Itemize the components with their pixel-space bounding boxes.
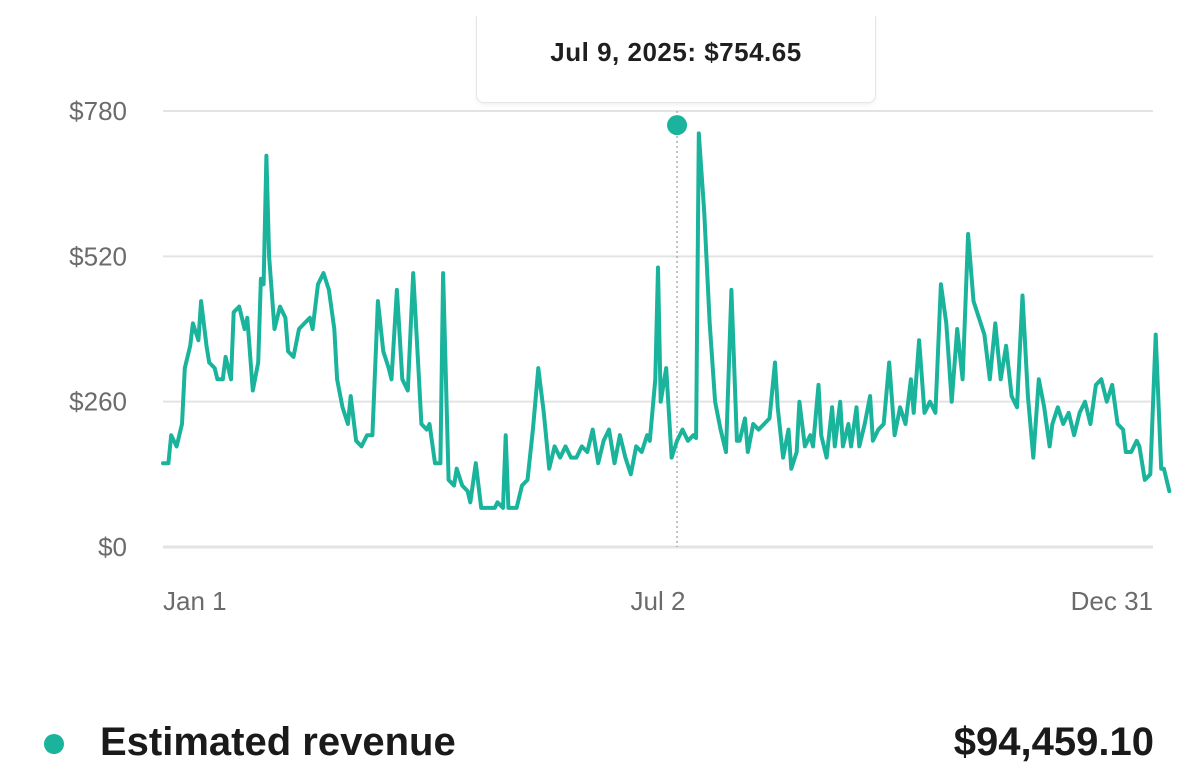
x-tick-label: Jan 1 — [163, 586, 227, 616]
chart-tooltip: Jul 9, 2025: $754.65 — [476, 16, 876, 103]
y-tick-label: $0 — [98, 532, 127, 562]
revenue-line-chart: $0 $260 $520 $780 Jan 1 Jul 2 Dec 31 — [69, 96, 1172, 616]
legend-label[interactable]: Estimated revenue — [100, 720, 456, 764]
legend-series-dot — [44, 734, 64, 754]
highlight-point[interactable] — [667, 115, 688, 136]
y-tick-label: $260 — [69, 387, 127, 417]
y-axis-ticks: $0 $260 $520 $780 — [69, 96, 127, 562]
tooltip-text: Jul 9, 2025: $754.65 — [550, 36, 802, 67]
x-tick-label: Dec 31 — [1071, 586, 1153, 616]
y-tick-label: $780 — [69, 96, 127, 126]
revenue-series-line[interactable] — [161, 131, 1172, 510]
x-axis-ticks: Jan 1 Jul 2 Dec 31 — [163, 586, 1153, 616]
gridlines — [163, 110, 1153, 549]
y-tick-label: $520 — [69, 241, 127, 271]
legend-row: Estimated revenue $94,459.10 — [0, 712, 1200, 772]
total-revenue-value: $94,459.10 — [953, 720, 1154, 764]
x-tick-label: Jul 2 — [631, 586, 686, 616]
